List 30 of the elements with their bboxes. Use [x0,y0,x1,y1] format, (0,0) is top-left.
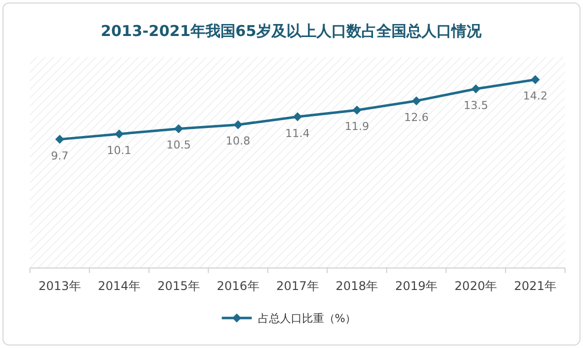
xtick: 2015年 [157,279,200,293]
xtick: 2019年 [395,279,438,293]
data-label: 10.1 [106,144,132,157]
point [352,106,362,115]
xtick: 2016年 [216,279,260,293]
xtick: 2017年 [276,279,319,293]
data-label: 12.6 [404,110,429,124]
point [412,96,421,106]
xtick: 2013年 [38,279,81,293]
data-label: 14.2 [523,90,548,103]
xtick: 2021年 [514,279,557,293]
data-label: 10.8 [226,134,250,148]
title: 2013-2021年我国65岁及以上人口数占全国总人口情况 [100,22,482,40]
xtick: 2014年 [98,279,140,293]
point [293,112,302,122]
point [174,124,184,134]
point [114,130,124,138]
point [234,120,243,130]
legend: 占总人口比重（%） [222,312,356,325]
point [471,84,480,94]
xtick: 2018年 [336,279,378,293]
data-label: 11.9 [344,120,370,134]
point [55,134,64,144]
xtick: 2020年 [454,279,498,293]
data-label: 10.5 [166,138,191,152]
data-label: 9.7 [50,149,68,162]
point [530,75,540,84]
data-label: 11.4 [285,126,310,140]
legend-label: 占总人口比重（%） [258,312,356,325]
data-label: 13.5 [464,98,488,112]
